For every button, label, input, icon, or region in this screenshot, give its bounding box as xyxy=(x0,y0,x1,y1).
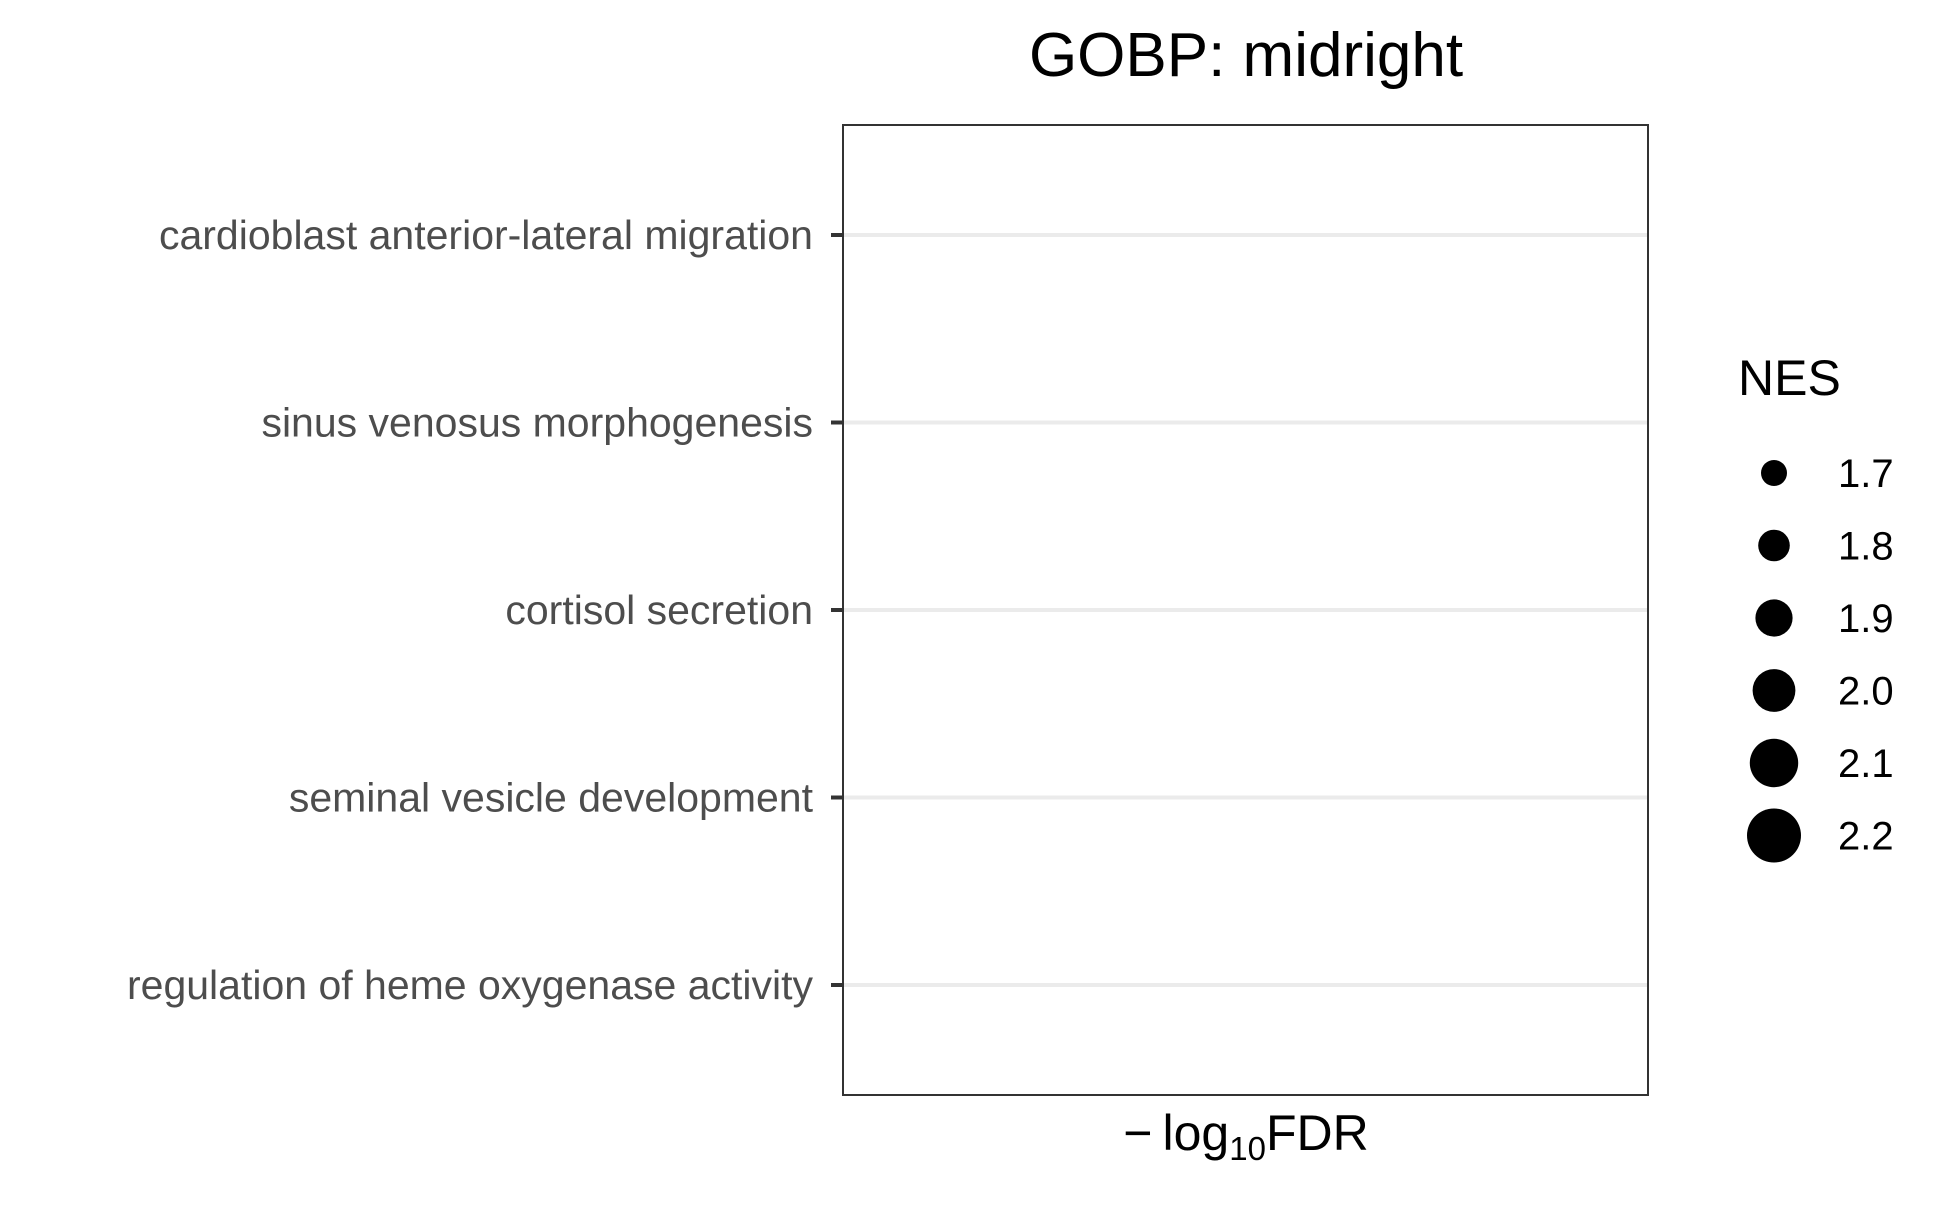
legend-label: 1.7 xyxy=(1838,452,1894,496)
panel-border xyxy=(842,124,1649,1096)
legend-entries: 1.7 1.8 1.9 2.0 2.1 2.2 xyxy=(1747,452,1894,863)
legend-label: 1.8 xyxy=(1838,525,1894,569)
y-axis-tick-label: seminal vesicle development xyxy=(289,775,814,821)
legend-key-circle xyxy=(1758,529,1790,562)
legend-title: NES xyxy=(1738,350,1841,406)
gridlines xyxy=(843,233,1648,987)
x-axis-title: − log10FDR xyxy=(1123,1105,1368,1167)
y-axis-tick-label: regulation of heme oxygenase activity xyxy=(127,962,814,1008)
legend-label: 1.9 xyxy=(1838,597,1894,641)
legend: NES 1.7 1.8 1.9 2.0 2.1 2.2 xyxy=(1738,350,1894,863)
x-axis-title-suffix: FDR xyxy=(1266,1105,1369,1161)
x-axis-title-subscript: 10 xyxy=(1229,1130,1266,1167)
legend-label: 2.2 xyxy=(1838,815,1894,859)
legend-label: 2.1 xyxy=(1838,742,1894,786)
y-axis-ticks xyxy=(831,233,843,987)
legend-key-circle xyxy=(1747,808,1801,863)
legend-key-circle xyxy=(1749,738,1799,788)
legend-label: 2.0 xyxy=(1838,670,1894,714)
chart-title: GOBP: midright xyxy=(1029,21,1463,90)
y-axis-tick-label: cortisol secretion xyxy=(505,587,813,633)
legend-key-circle xyxy=(1752,669,1796,712)
legend-key-circle xyxy=(1761,460,1787,486)
y-axis-tick-labels: cardioblast anterior-lateral migration si… xyxy=(127,212,814,1008)
legend-key-circle xyxy=(1755,599,1793,637)
y-axis-tick-label: cardioblast anterior-lateral migration xyxy=(159,212,813,258)
x-axis-title-prefix: − log xyxy=(1123,1105,1229,1161)
y-axis-tick-label: sinus venosus morphogenesis xyxy=(261,400,813,446)
